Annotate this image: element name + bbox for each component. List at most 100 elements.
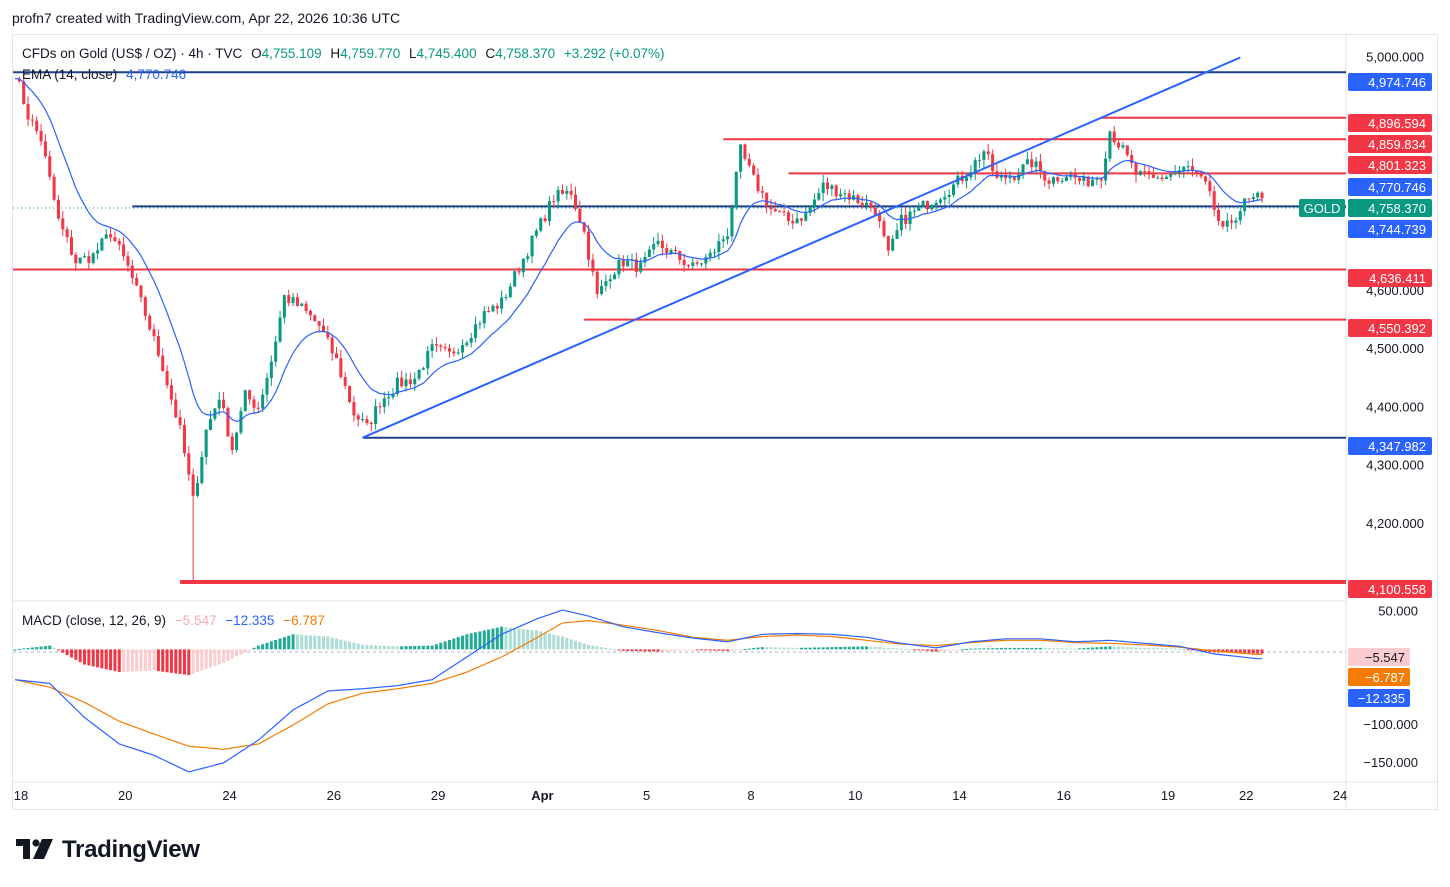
macd-histogram-bar xyxy=(317,635,321,650)
macd-histogram-bar xyxy=(1151,648,1155,650)
candle-body xyxy=(356,415,360,420)
candle-body xyxy=(1204,176,1208,182)
macd-histogram-bar xyxy=(1008,647,1012,650)
candle-body xyxy=(943,196,947,200)
time-axis-label: 26 xyxy=(327,788,341,803)
candle-body xyxy=(308,310,312,316)
candle-body xyxy=(847,193,851,200)
candle-body xyxy=(1195,170,1199,175)
macd-histogram-bar xyxy=(1247,649,1251,654)
candle-body xyxy=(869,202,873,208)
macd-histogram-bar xyxy=(1012,647,1016,650)
macd-histogram-bar xyxy=(960,649,964,651)
price-tag xyxy=(1348,135,1432,153)
candle-body xyxy=(1064,177,1068,181)
macd-histogram-bar xyxy=(22,648,26,650)
macd-histogram-bar xyxy=(39,646,43,650)
candle-body xyxy=(699,263,704,265)
candle-body xyxy=(1251,197,1255,200)
candle-body xyxy=(395,377,399,394)
ema-value: 4,770.746 xyxy=(126,67,187,82)
candle-body xyxy=(839,194,843,197)
candle-body xyxy=(617,260,621,275)
candle-body xyxy=(621,260,625,267)
candle-body xyxy=(126,256,130,266)
macd-tag xyxy=(1348,689,1410,707)
macd-histogram-bar xyxy=(261,644,265,650)
ema-legend[interactable]: EMA (14, close) 4,770.746 xyxy=(22,67,186,82)
candle-body xyxy=(769,206,773,210)
macd-histogram-bar xyxy=(691,649,695,651)
macd-histogram-bar xyxy=(921,649,925,651)
candle-body xyxy=(1125,145,1129,156)
candle-body xyxy=(74,254,78,264)
macd-line xyxy=(14,609,1262,773)
candle-body xyxy=(565,190,569,194)
price-tag xyxy=(1348,220,1432,238)
macd-histogram-bar xyxy=(1130,647,1134,650)
macd-histogram-bar xyxy=(330,637,334,650)
macd-histogram-bar xyxy=(951,649,956,651)
macd-histogram-bar xyxy=(1047,648,1051,650)
macd-histogram-bar xyxy=(604,647,608,650)
candle-body xyxy=(1212,191,1216,210)
candle-body xyxy=(973,160,977,173)
candle-body xyxy=(560,189,564,194)
macd-histogram-bar xyxy=(969,648,973,650)
macd-tag xyxy=(1348,648,1410,666)
macd-histogram-bar xyxy=(886,647,890,650)
candle-body xyxy=(265,378,269,395)
macd-histogram-bar xyxy=(1043,647,1047,650)
candle-body xyxy=(1138,171,1142,175)
high-label: H xyxy=(330,46,341,61)
macd-histogram-bar xyxy=(1147,647,1151,650)
candle-body xyxy=(539,218,543,231)
macd-histogram-bar xyxy=(665,649,669,652)
candle-body xyxy=(1095,178,1099,180)
candle-body xyxy=(708,252,712,258)
candle-body xyxy=(1108,131,1112,159)
price-tag-label: 4,770.746 xyxy=(1368,180,1426,195)
candle-body xyxy=(30,119,34,121)
macd-histogram-bar xyxy=(339,639,343,650)
candle-body xyxy=(873,207,877,215)
candle-body xyxy=(282,295,286,318)
candle-body xyxy=(587,231,591,260)
macd-histogram-bar xyxy=(986,648,990,650)
candle-body xyxy=(122,244,126,257)
candle-body xyxy=(930,205,934,210)
macd-histogram-bar xyxy=(1199,649,1203,651)
symbol-tag-label: GOLD xyxy=(1304,201,1341,216)
candle-body xyxy=(508,286,512,298)
candle-body xyxy=(243,390,247,412)
symbol-legend[interactable]: CFDs on Gold (US$ / OZ) · 4h · TVC O4,75… xyxy=(22,46,665,61)
macd-histogram-bar xyxy=(469,633,473,650)
candle-body xyxy=(352,402,356,416)
candle-body xyxy=(83,256,87,258)
candle-body xyxy=(513,271,517,287)
macd-histogram-bar xyxy=(96,649,100,668)
price-tag-label: 4,896.594 xyxy=(1368,116,1426,131)
macd-histogram-bar xyxy=(417,645,421,650)
candle-body xyxy=(156,336,160,356)
candle-body xyxy=(96,250,100,254)
macd-histogram-bar xyxy=(947,649,951,651)
candle-body xyxy=(295,297,299,306)
macd-histogram-bar xyxy=(1108,646,1112,650)
candle-body xyxy=(665,248,669,254)
time-axis-label: 18 xyxy=(14,788,28,803)
macd-histogram-bar xyxy=(269,641,273,650)
macd-histogram-bar xyxy=(226,649,230,661)
price-tag-label: 4,974.746 xyxy=(1368,75,1426,90)
time-axis-label: 29 xyxy=(431,788,445,803)
macd-tag-label: −6.787 xyxy=(1365,670,1405,685)
price-tag-label: 4,347.982 xyxy=(1368,439,1426,454)
candle-body xyxy=(1104,158,1108,181)
tradingview-logo[interactable]: TradingView xyxy=(16,836,200,864)
candle-body xyxy=(1182,166,1186,171)
macd-legend[interactable]: MACD (close, 12, 26, 9) −5.547 −12.335 −… xyxy=(22,613,325,628)
macd-histogram-bar xyxy=(430,645,434,650)
macd-histogram-bar xyxy=(739,649,743,651)
candle-body xyxy=(521,258,525,273)
